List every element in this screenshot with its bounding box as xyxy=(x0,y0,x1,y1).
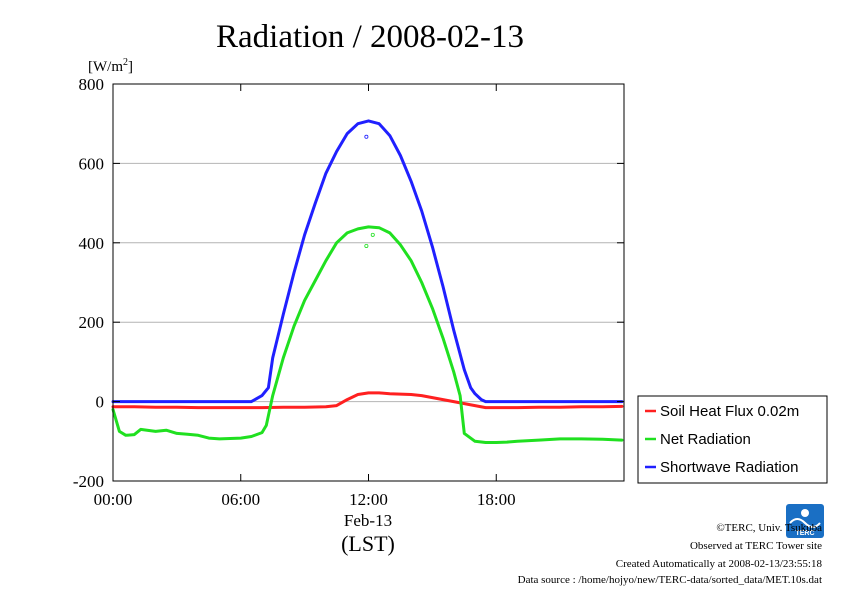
terc-logo-drop xyxy=(801,509,809,517)
grid-lines xyxy=(113,162,624,403)
legend-items: Soil Heat Flux 0.02m Net Radiation Shortwa… xyxy=(645,403,799,476)
x-tick-label-0: 00:00 xyxy=(94,490,133,509)
series-line-net-radiation xyxy=(111,225,624,444)
legend-label-2: Shortwave Radiation xyxy=(660,459,798,476)
terc-logo: TERC xyxy=(786,504,824,538)
chart-title: Radiation / 2008-02-13 xyxy=(216,19,524,55)
y-tick-label-2: 200 xyxy=(79,313,105,332)
y-tick-label-0: -200 xyxy=(73,472,104,491)
series-layer xyxy=(111,119,624,444)
x-axis-date-label: Feb-13 xyxy=(344,511,392,530)
y-tick-label-3: 400 xyxy=(79,234,105,253)
x-tick-label-2: 12:00 xyxy=(349,490,388,509)
terc-logo-wave xyxy=(789,518,821,528)
x-axis-ticks: 00:00 06:00 12:00 18:00 xyxy=(94,84,516,509)
y-tick-label-1: 0 xyxy=(96,393,105,412)
outlier-point-0 xyxy=(364,134,369,139)
legend-label-0: Soil Heat Flux 0.02m xyxy=(660,403,799,420)
y-axis-unit-label: [W/m2] xyxy=(88,57,133,75)
outlier-point-2 xyxy=(370,232,375,237)
x-tick-label-3: 18:00 xyxy=(477,490,516,509)
plot-area-frame xyxy=(112,83,625,482)
credit-created: Created Automatically at 2008-02-13/23:5… xyxy=(616,558,823,570)
legend-box xyxy=(637,395,828,484)
x-axis-timezone-label: (LST) xyxy=(341,531,395,556)
legend: Soil Heat Flux 0.02m Net Radiation Shortwa… xyxy=(637,395,828,484)
credit-source: Data source : /home/hojyo/new/TERC-data/… xyxy=(518,574,822,586)
y-tick-label-4: 600 xyxy=(79,154,105,173)
y-axis-ticks: -200 0 200 400 600 800 xyxy=(73,75,624,491)
credit-site: Observed at TERC Tower site xyxy=(690,540,822,552)
y-tick-label-5: 800 xyxy=(79,75,105,94)
series-line-shortwave-radiation xyxy=(111,119,624,404)
terc-logo-text: TERC xyxy=(795,530,814,537)
credit-org: ©TERC, Univ. Tsukuba xyxy=(716,522,822,534)
x-tick-label-1: 06:00 xyxy=(221,490,260,509)
legend-label-1: Net Radiation xyxy=(660,431,751,448)
series-line-soil-heat-flux-0-02m xyxy=(111,391,624,410)
terc-logo-mark xyxy=(786,504,824,538)
outlier-point-1 xyxy=(364,243,369,248)
